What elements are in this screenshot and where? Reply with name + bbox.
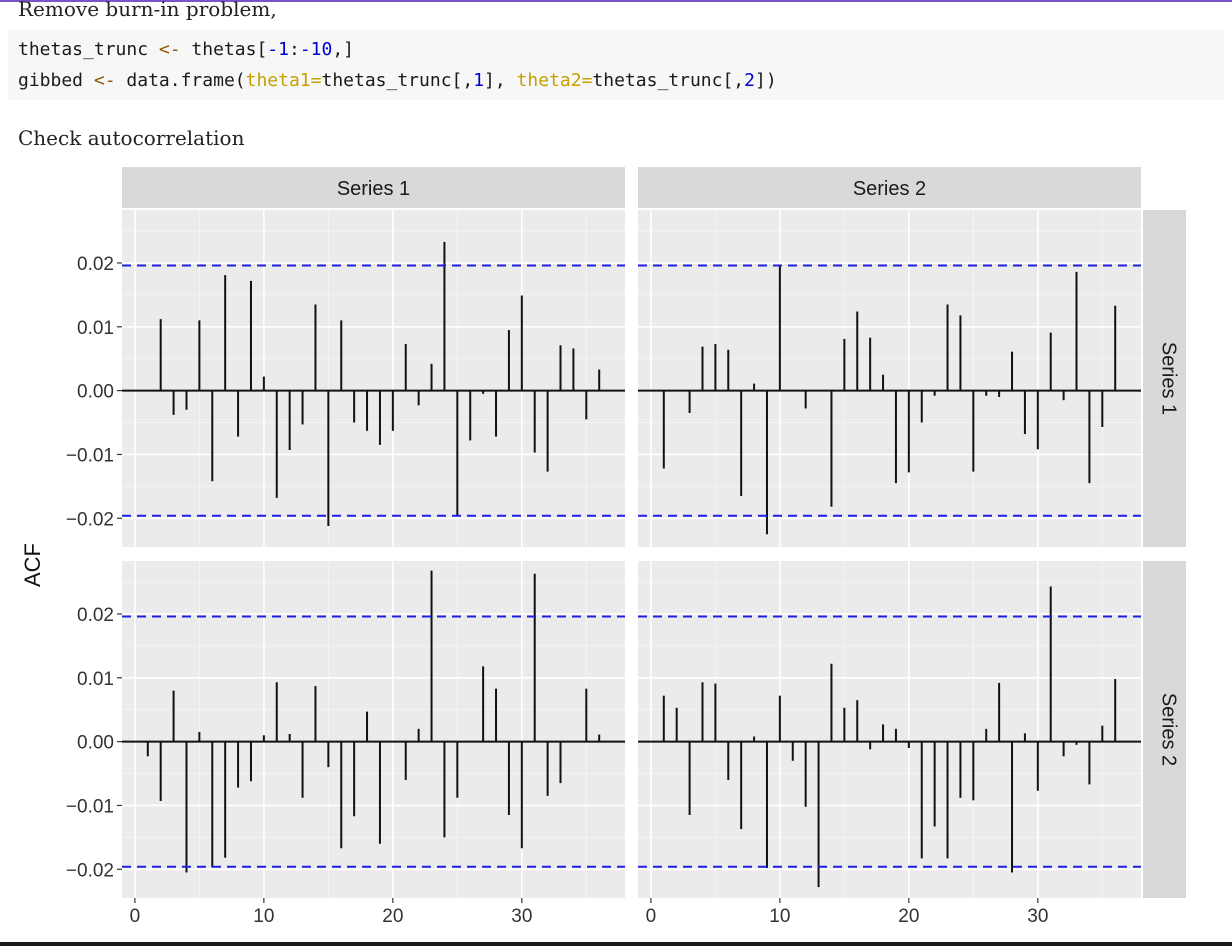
panel-background (638, 210, 1141, 547)
row-strip-label: Series 1 (1158, 342, 1180, 415)
code-token: ,] (332, 39, 355, 60)
y-axis-title: ACF (20, 543, 45, 587)
code-token: thetas (191, 39, 257, 60)
code-token: [ (256, 39, 268, 60)
y-tick-label: 0.02 (77, 254, 114, 275)
header-text: Remove burn-in problem, (18, 0, 277, 21)
y-tick-label: 0.01 (77, 669, 114, 690)
code-token: data.frame( (126, 70, 246, 91)
panel-background (122, 210, 625, 547)
code-token: thetas_trunc[, (592, 70, 745, 91)
y-tick-label: −0.02 (66, 509, 114, 530)
code-token: <- (158, 39, 181, 60)
row-strip-label: Series 2 (1158, 693, 1180, 766)
x-tick-label: 0 (646, 906, 657, 927)
code-token: : (288, 39, 300, 60)
code-token: thetas_trunc (18, 39, 149, 60)
code-line-2: gibbed <- data.frame(theta1=thetas_trunc… (18, 65, 1214, 96)
panel-background (122, 561, 625, 898)
x-tick-label: 10 (769, 906, 790, 927)
code-token: -10 (299, 39, 333, 60)
x-tick-label: 30 (511, 906, 532, 927)
code-token: gibbed (18, 70, 84, 91)
code-block: thetas_trunc <- thetas[-1:-10,] gibbed <… (8, 30, 1224, 100)
x-tick-label: 20 (898, 906, 919, 927)
y-tick-label: 0.01 (77, 318, 114, 339)
code-token: ], (484, 70, 517, 91)
y-tick-label: 0.02 (77, 605, 114, 626)
code-token: 2 (744, 70, 755, 91)
x-tick-label: 30 (1027, 906, 1048, 927)
code-token: theta1= (245, 70, 322, 91)
y-tick-label: −0.01 (66, 445, 114, 466)
column-strip (122, 167, 625, 208)
column-strip (638, 167, 1141, 208)
x-tick-label: 0 (130, 906, 141, 927)
code-token: theta2= (516, 70, 593, 91)
y-tick-label: −0.02 (66, 860, 114, 881)
y-tick-label: 0.00 (77, 733, 114, 754)
code-token: <- (93, 70, 116, 91)
y-tick-label: 0.00 (77, 382, 114, 403)
top-border (0, 0, 1232, 2)
code-token: thetas_trunc[, (321, 70, 474, 91)
row-strip (1143, 210, 1186, 547)
section-text: Check autocorrelation (18, 126, 245, 150)
acf-facet-chart: ACF Series 1 Series 2 Series 1 Series 2 −0.02… (20, 167, 1186, 927)
column-strip-label: Series 2 (853, 178, 926, 200)
bottom-border (0, 942, 1232, 946)
code-token: ]) (754, 70, 777, 91)
y-tick-label: −0.01 (66, 796, 114, 817)
column-strip-label: Series 1 (337, 178, 410, 200)
panel-background (638, 561, 1141, 898)
code-token: -1 (267, 39, 289, 60)
row-strip (1143, 561, 1186, 898)
x-tick-label: 20 (382, 906, 403, 927)
x-tick-label: 10 (253, 906, 274, 927)
code-line-1: thetas_trunc <- thetas[-1:-10,] (18, 34, 1214, 65)
code-token: 1 (473, 70, 485, 91)
